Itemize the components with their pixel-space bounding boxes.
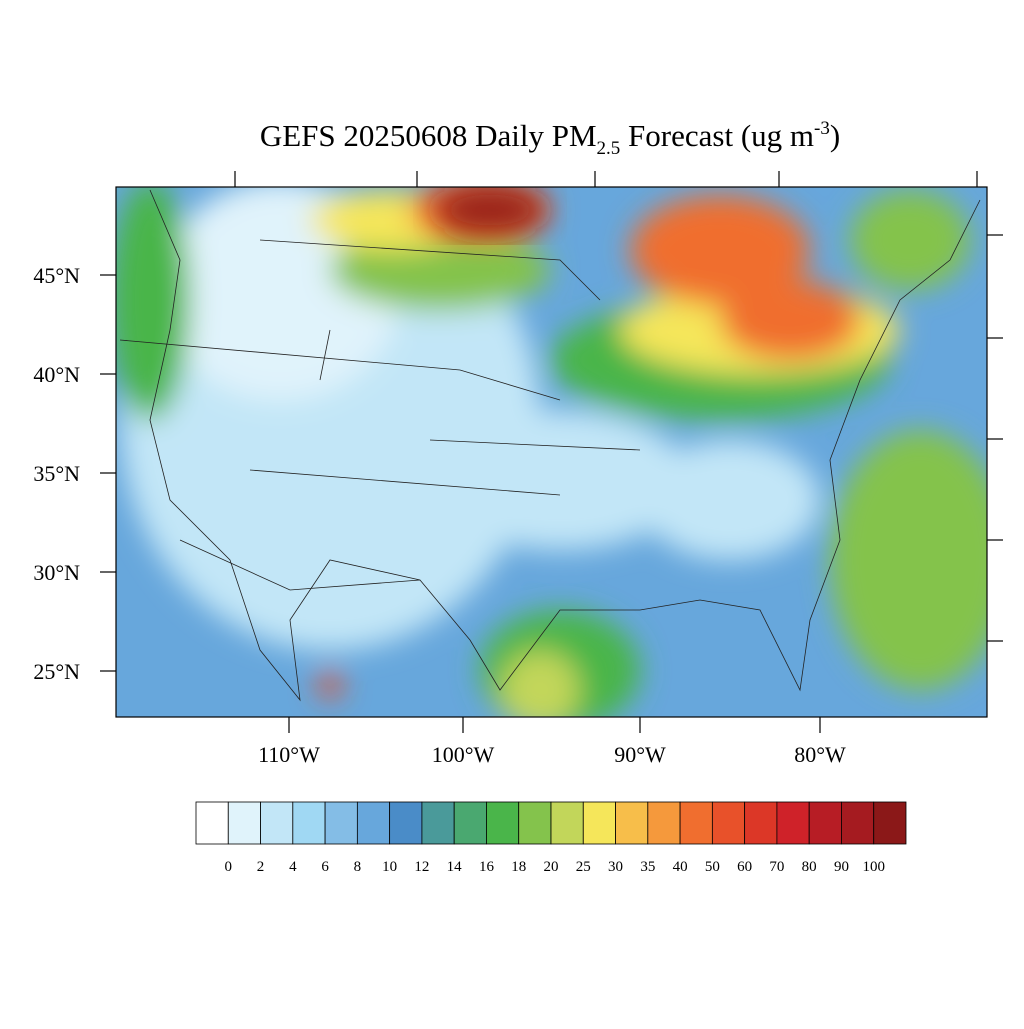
- colorbar-label: 12: [414, 859, 429, 875]
- colorbar-swatch: [808, 801, 842, 845]
- colorbar-label: 80: [802, 859, 817, 875]
- colorbar-label: 14: [447, 859, 463, 875]
- colorbar-swatch: [260, 801, 294, 845]
- pm25-field: [116, 187, 987, 717]
- colorbar-swatch: [195, 801, 229, 845]
- colorbar-label: 50: [705, 859, 720, 875]
- colorbar: 0 2 4 6 8 10 12 14 16 18 20 25 30 35 40 50 60 70 80 90 100: [195, 801, 907, 875]
- colorbar-label: 35: [640, 859, 655, 875]
- colorbar-label: 10: [382, 859, 397, 875]
- colorbar-swatch: [421, 801, 455, 845]
- lon-label: 110°W: [258, 742, 320, 767]
- lon-labels: 110°W 100°W 90°W 80°W: [258, 742, 846, 767]
- colorbar-label: 2: [257, 859, 265, 875]
- frame-ticks: [100, 171, 1003, 733]
- lat-label: 35°N: [33, 461, 80, 486]
- lon-label: 90°W: [614, 742, 666, 767]
- colorbar-swatch: [841, 801, 875, 845]
- colorbar-label: 100: [862, 859, 885, 875]
- colorbar-label: 6: [321, 859, 329, 875]
- colorbar-swatch: [486, 801, 520, 845]
- colorbar-swatch: [356, 801, 391, 845]
- colorbar-label: 70: [769, 859, 784, 875]
- lat-label: 30°N: [33, 560, 80, 585]
- colorbar-label: 30: [608, 859, 623, 875]
- colorbar-label: 40: [673, 859, 688, 875]
- title: GEFS 20250608 Daily PM2.5 Forecast (ug m…: [260, 118, 840, 159]
- colorbar-label: 4: [289, 859, 297, 875]
- colorbar-label: 18: [511, 859, 526, 875]
- lon-label: 100°W: [432, 742, 495, 767]
- colorbar-label: 90: [834, 859, 849, 875]
- lat-label: 40°N: [33, 362, 80, 387]
- colorbar-label: 25: [576, 859, 591, 875]
- lat-label: 25°N: [33, 659, 80, 684]
- colorbar-label: 16: [479, 859, 495, 875]
- colorbar-swatch: [324, 801, 358, 845]
- colorbar-swatch: [227, 801, 261, 845]
- colorbar-swatch: [518, 801, 552, 845]
- colorbar-swatch: [453, 801, 487, 845]
- lat-label: 45°N: [33, 263, 80, 288]
- colorbar-swatch: [389, 801, 423, 845]
- colorbar-swatch: [292, 801, 326, 845]
- colorbar-label: 0: [225, 859, 233, 875]
- colorbar-swatch: [582, 801, 616, 845]
- boundaries: [119, 189, 981, 702]
- colorbar-swatch: [744, 801, 778, 845]
- colorbar-swatch: [776, 801, 810, 845]
- colorbar-swatch: [615, 801, 649, 845]
- colorbar-label: 8: [354, 859, 362, 875]
- colorbar-swatch: [647, 801, 681, 845]
- lat-labels: 45°N 40°N 35°N 30°N 25°N: [33, 263, 80, 684]
- lon-label: 80°W: [794, 742, 846, 767]
- colorbar-swatch: [711, 801, 746, 845]
- colorbar-swatch: [679, 801, 713, 845]
- colorbar-swatch: [550, 801, 584, 845]
- colorbar-label: 60: [737, 859, 752, 875]
- map-frame: [115, 186, 988, 718]
- colorbar-swatch: [873, 801, 907, 845]
- colorbar-label: 20: [544, 859, 559, 875]
